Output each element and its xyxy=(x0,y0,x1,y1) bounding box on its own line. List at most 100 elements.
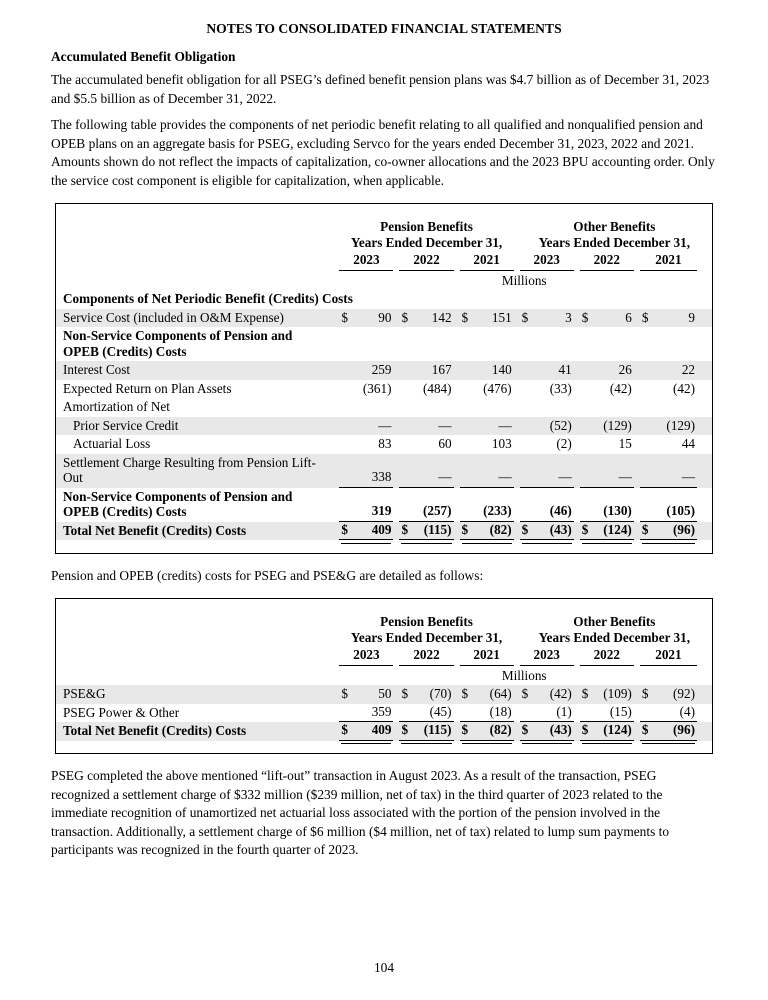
empty-cell xyxy=(56,645,336,666)
value-text: — xyxy=(378,417,392,433)
row-label-cell: Amortization of Net xyxy=(63,399,170,414)
value-cell: — xyxy=(396,417,456,436)
group-header-pension-benefits: Pension Benefits Years Ended December 31, xyxy=(336,599,516,645)
value-wrap: 319 xyxy=(339,503,394,522)
value-cell: $ (82) xyxy=(457,722,517,741)
empty-cell xyxy=(56,271,336,291)
table-row: Components of Net Periodic Benefit (Cred… xyxy=(56,290,712,309)
value-text: (129) xyxy=(603,417,632,433)
paragraph-table-intro: The following table provides the compone… xyxy=(51,117,715,188)
group-subtitle: Years Ended December 31, xyxy=(538,629,691,645)
value-cell: (4) xyxy=(637,704,712,722)
currency-symbol: $ xyxy=(401,521,409,537)
pseg-pseandg-costs-table-box: Pension Benefits Years Ended December 31,… xyxy=(55,598,713,754)
empty-cell xyxy=(56,599,336,645)
currency-symbol: $ xyxy=(641,521,649,537)
value-cell: (257) xyxy=(396,488,456,522)
value-wrap: (129) xyxy=(580,418,634,436)
value-wrap: — xyxy=(579,469,634,488)
value-wrap: $9 xyxy=(640,310,697,328)
double-rule-line xyxy=(341,542,392,545)
double-rule-cell xyxy=(396,741,456,746)
value-wrap: 359 xyxy=(339,703,394,722)
row-label-cell: Settlement Charge Resulting from Pension… xyxy=(63,454,316,486)
value-cell: (1) xyxy=(517,703,577,722)
value-text: 338 xyxy=(371,469,392,484)
currency-symbol: $ xyxy=(461,521,469,537)
table-row: Service Cost (included in O&M Expense) $9… xyxy=(56,308,712,328)
value-text: (33) xyxy=(549,380,572,396)
currency-symbol: $ xyxy=(581,722,589,737)
year-label: 2023 xyxy=(519,647,574,666)
value-text: 359 xyxy=(371,703,392,719)
value-wrap: $ (124) xyxy=(579,722,634,741)
group-title: Other Benefits xyxy=(573,219,656,234)
value-cell: $50 xyxy=(336,685,396,704)
value-cell: $409 xyxy=(336,521,396,540)
years-row: 2023 2022 2021 2023 2022 2021 xyxy=(56,250,712,271)
value-text: — xyxy=(498,469,512,484)
value-wrap: (484) xyxy=(399,381,453,399)
value-cell: $3 xyxy=(517,309,577,328)
double-rule-cell xyxy=(457,741,517,746)
value-wrap: 44 xyxy=(640,436,697,454)
value-text: (233) xyxy=(483,503,512,518)
table-row: Settlement Charge Resulting from Pension… xyxy=(56,453,712,488)
value-text: 15 xyxy=(618,436,632,451)
year-header-cell: 2021 xyxy=(457,645,517,666)
value-text: (105) xyxy=(666,503,695,518)
value-wrap: $ (115) xyxy=(399,521,454,540)
value-wrap: (2) xyxy=(520,436,574,454)
value-cell: 338 xyxy=(336,454,396,488)
value-wrap: $ (43) xyxy=(519,722,574,741)
value-text: (64) xyxy=(489,686,512,701)
table-row: PSEG Power & Other 359 (45) (18) (1) (15) (4) xyxy=(56,703,712,722)
value-text: (115) xyxy=(423,521,452,537)
row-label-cell: Components of Net Periodic Benefit (Cred… xyxy=(63,291,353,306)
value-text: 26 xyxy=(618,362,632,377)
double-rule-line xyxy=(461,743,512,745)
value-wrap: $ (82) xyxy=(459,722,514,741)
currency-symbol: $ xyxy=(641,309,649,325)
value-text: 142 xyxy=(431,309,452,325)
value-cell: (45) xyxy=(396,704,456,722)
section-heading: Accumulated Benefit Obligation xyxy=(51,49,236,64)
group-header-other-benefits: Other Benefits Years Ended December 31, xyxy=(517,204,712,250)
empty-cell xyxy=(56,204,336,250)
value-cell: $ (109) xyxy=(577,685,637,704)
value-wrap: (105) xyxy=(639,503,697,522)
currency-symbol: $ xyxy=(341,722,348,737)
value-wrap: 103 xyxy=(460,436,514,454)
currency-symbol: $ xyxy=(341,686,348,701)
year-header-cell: 2023 xyxy=(336,250,396,271)
net-periodic-benefit-table-box: Pension Benefits Years Ended December 31,… xyxy=(55,203,713,554)
value-wrap: (476) xyxy=(460,381,514,399)
currency-symbol: $ xyxy=(341,521,348,537)
value-text: (96) xyxy=(673,521,695,537)
group-header-pension-benefits: Pension Benefits Years Ended December 31, xyxy=(336,204,516,250)
value-text: (124) xyxy=(603,722,632,737)
value-wrap: $ (92) xyxy=(640,686,697,704)
value-cell: $ (82) xyxy=(457,521,517,540)
value-cell: — xyxy=(577,454,637,488)
value-cell: 140 xyxy=(457,361,517,380)
value-cell: — xyxy=(637,454,712,488)
value-text: 6 xyxy=(625,309,632,325)
value-wrap: $ (43) xyxy=(519,522,574,540)
value-cell: — xyxy=(336,417,396,436)
year-label: 2022 xyxy=(579,252,634,271)
double-rule-line xyxy=(461,542,512,545)
empty-cell xyxy=(56,741,336,746)
value-text: 60 xyxy=(438,436,452,451)
value-text: (43) xyxy=(549,722,572,737)
value-wrap: — xyxy=(339,418,393,436)
year-header-cell: 2023 xyxy=(336,645,396,666)
net-periodic-benefit-table: Pension Benefits Years Ended December 31,… xyxy=(56,204,712,545)
value-cell: $142 xyxy=(396,309,456,328)
row-label-cell: Service Cost (included in O&M Expense) xyxy=(63,309,284,325)
unit-label: Millions xyxy=(501,272,547,288)
value-wrap: (233) xyxy=(459,503,514,522)
value-text: (1) xyxy=(556,703,572,719)
table-row: Total Net Benefit (Credits) Costs $409 $ (1… xyxy=(56,722,712,741)
